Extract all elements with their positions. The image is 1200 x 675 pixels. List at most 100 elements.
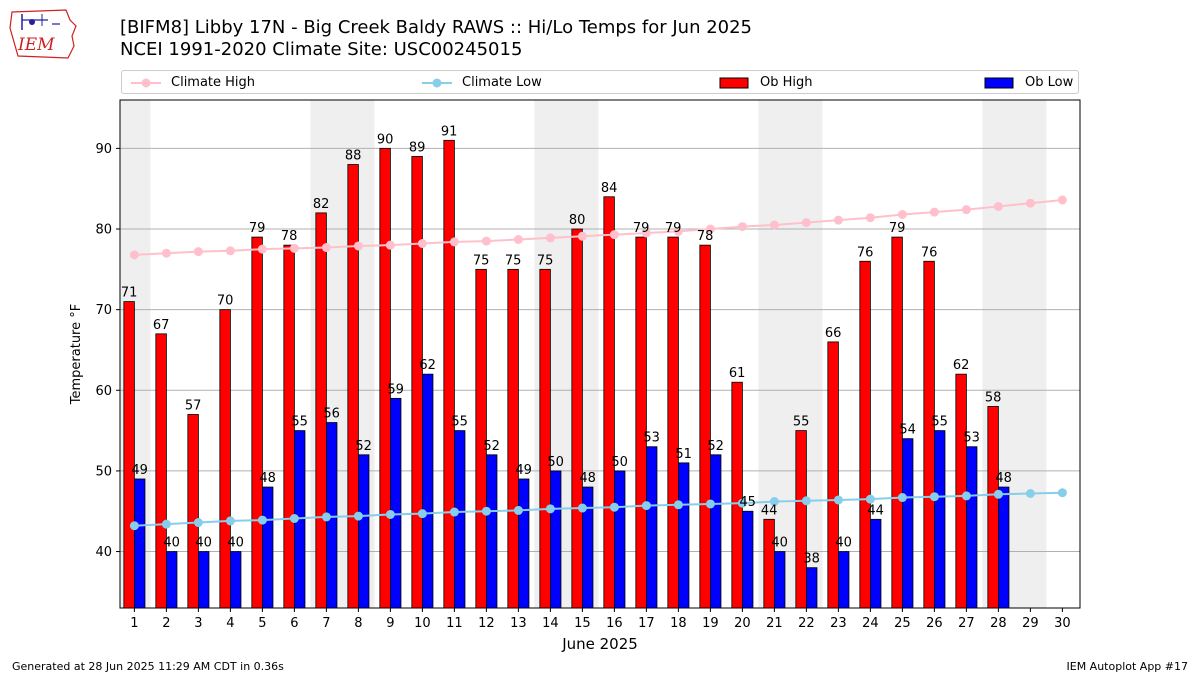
ob-high-bar <box>795 430 807 609</box>
ob-low-label: 52 <box>483 439 500 454</box>
legend-label: Ob High <box>760 75 813 90</box>
x-tick-label: 5 <box>258 616 266 631</box>
ob-low-bar <box>806 567 818 609</box>
ob-high-label: 58 <box>985 390 1002 405</box>
plot-frame <box>119 99 1081 609</box>
climate-low-point <box>129 521 139 531</box>
iem-logo: IEM <box>9 9 77 59</box>
ob-low-label: 52 <box>707 439 724 454</box>
x-tick-label: 20 <box>734 616 751 631</box>
ob-low-label: 51 <box>675 447 692 462</box>
ob-high-label: 55 <box>793 415 810 430</box>
ob-low-label: 52 <box>355 439 372 454</box>
climate-high-line <box>134 198 1063 256</box>
chart-title: [BIFM8] Libby 17N - Big Creek Baldy RAWS… <box>120 17 753 38</box>
ob-high-bar <box>123 301 135 609</box>
y-tick-label: 80 <box>95 223 112 238</box>
ob-low-label: 50 <box>611 455 628 470</box>
climate-high-point <box>801 218 811 228</box>
x-tick-label: 2 <box>162 616 170 631</box>
ob-low-bar <box>550 470 562 609</box>
climate-high-point <box>321 243 331 253</box>
ob-high-bar <box>155 333 167 609</box>
ob-low-bar <box>902 438 914 609</box>
ob-high-label: 84 <box>601 181 618 196</box>
logo-text: IEM <box>17 35 55 55</box>
ob-high-bar <box>667 236 679 609</box>
x-tick-label: 12 <box>478 616 495 631</box>
ob-high-label: 89 <box>409 140 426 155</box>
x-tick-label: 4 <box>226 616 234 631</box>
ob-high-label: 44 <box>761 503 778 518</box>
ob-low-bar <box>998 486 1010 609</box>
ob-low-bar <box>357 454 370 609</box>
ob-low-bar <box>197 551 210 609</box>
climate-high-point <box>609 230 619 240</box>
ob-low-bar <box>229 551 242 609</box>
climate-low-point <box>161 519 171 529</box>
x-tick-label: 29 <box>1022 616 1039 631</box>
x-tick-label: 1 <box>130 616 138 631</box>
ob-low-label: 44 <box>867 503 884 518</box>
climate-low-point <box>641 501 651 511</box>
climate-low-point <box>513 505 523 515</box>
ob-high-label: 75 <box>505 253 522 268</box>
x-tick-label: 28 <box>990 616 1007 631</box>
ob-high-bar <box>507 268 519 609</box>
climate-low-point <box>961 491 971 501</box>
climate-high-point <box>449 237 459 247</box>
y-tick-label: 70 <box>95 303 112 318</box>
ob-low-bar <box>870 518 882 609</box>
ob-low-bar <box>453 430 466 609</box>
climate-high-point <box>929 207 939 217</box>
x-tick-label: 21 <box>766 616 783 631</box>
ob-low-bar <box>774 551 786 609</box>
ob-high-label: 78 <box>281 229 298 244</box>
climate-low-point <box>449 507 459 517</box>
ob-low-bar <box>485 454 498 609</box>
climate-high-point <box>897 210 907 220</box>
ob-low-label: 49 <box>131 463 148 478</box>
chart-subtitle: NCEI 1991-2020 Climate Site: USC00245015 <box>120 39 523 60</box>
legend-label: Ob Low <box>1025 75 1074 90</box>
climate-low-point <box>769 497 779 507</box>
ob-high-label: 91 <box>441 124 458 139</box>
climate-low-point <box>353 511 363 521</box>
ob-high-bar <box>251 236 263 609</box>
climate-high-point <box>545 233 555 243</box>
climate-high-point <box>865 213 875 223</box>
ob-high-bar <box>539 268 551 609</box>
climate-low-point <box>577 503 587 513</box>
ob-high-bar <box>347 164 359 609</box>
ob-high-label: 88 <box>345 149 362 164</box>
generated-timestamp: Generated at 28 Jun 2025 11:29 AM CDT in… <box>12 660 284 673</box>
y-tick-label: 90 <box>95 142 112 157</box>
ob-high-bar <box>763 518 775 609</box>
x-tick-label: 25 <box>894 616 911 631</box>
x-tick-label: 22 <box>798 616 815 631</box>
climate-low-point <box>289 513 299 523</box>
y-axis-label: Temperature °F <box>69 304 84 405</box>
ob-high-label: 78 <box>697 229 714 244</box>
ob-high-label: 90 <box>377 132 394 147</box>
legend: Climate High Climate Low Ob High Ob Low <box>121 70 1079 94</box>
climate-high-point <box>993 201 1003 211</box>
climate-high-point <box>129 250 139 260</box>
ob-high-label: 79 <box>249 221 266 236</box>
climate-high-point <box>769 220 779 230</box>
ob-high-label: 79 <box>665 221 682 236</box>
climate-high-point <box>289 243 299 253</box>
ob-low-label: 54 <box>899 423 916 438</box>
ob-high-label: 71 <box>121 286 138 301</box>
ob-low-label: 56 <box>323 407 340 422</box>
ob-high-label: 82 <box>313 197 330 212</box>
climate-low-point <box>193 518 203 528</box>
ob-low-bar <box>966 446 978 609</box>
legend-label: Climate High <box>171 75 256 90</box>
x-tick-label: 26 <box>926 616 943 631</box>
climate-low-point <box>929 492 939 502</box>
climate-low-point <box>417 509 427 519</box>
x-tick-label: 17 <box>638 616 655 631</box>
ob-high-label: 79 <box>889 221 906 236</box>
